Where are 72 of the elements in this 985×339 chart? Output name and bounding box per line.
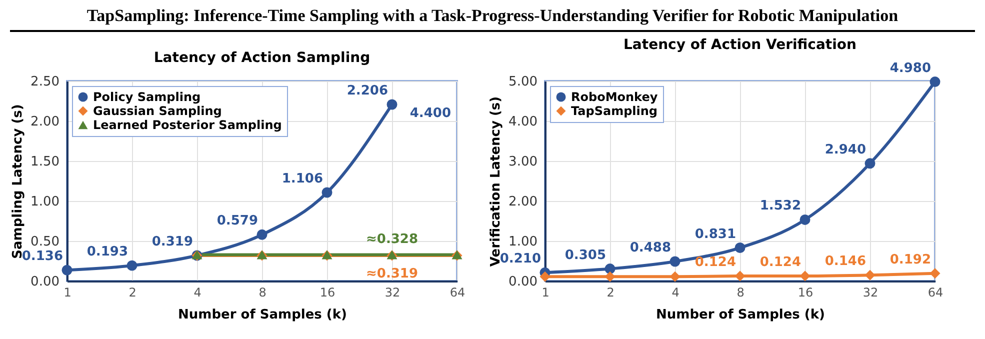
y-tick-label: 2.00: [30, 114, 60, 130]
x-tick-label: 2: [606, 286, 614, 300]
legend-label: Gaussian Sampling: [93, 104, 222, 118]
data-label: 0.146: [824, 254, 866, 270]
x-axis-title: Number of Samples (k): [656, 308, 825, 322]
point: [62, 264, 72, 276]
data-label: 2.206: [346, 84, 388, 99]
data-label: 4.980: [890, 60, 931, 76]
point: [930, 268, 940, 279]
text: TapSampling: Inference-Time Sampling with a Task-Progress-Understanding Verifier for Robotic Manipulation: [86, 6, 898, 25]
point: [540, 271, 550, 282]
point: [670, 256, 680, 267]
point: [386, 99, 398, 110]
point: [864, 158, 876, 169]
point: [800, 214, 810, 225]
x-tick-label: 1: [542, 286, 550, 300]
legend-label: RoboMonkey: [571, 90, 658, 104]
point: [864, 270, 876, 280]
x-tick-label: 64: [450, 286, 466, 300]
y-tick-label: 1.00: [508, 234, 538, 250]
y-tick-label: 4.00: [508, 114, 538, 130]
data-label: 0.831: [694, 226, 736, 242]
data-label: 0.192: [890, 252, 931, 268]
point: [734, 242, 746, 253]
y-tick-label: 5.00: [508, 74, 538, 90]
data-label: 0.124: [694, 255, 736, 270]
x-tick-label: 32: [862, 286, 878, 300]
annotation: 4.400: [410, 106, 451, 121]
data-label: 1.106: [282, 172, 323, 187]
x-tick-label: 4: [194, 286, 202, 300]
x-tick-label: 4: [672, 286, 680, 300]
x-tick-label: 1: [64, 286, 72, 300]
point: [604, 264, 616, 274]
y-tick-label: 0.50: [30, 234, 60, 250]
data-label: 1.532: [760, 198, 801, 214]
legend-label: Policy Sampling: [93, 90, 201, 104]
point: [604, 271, 616, 282]
y-tick-label: 2.00: [508, 194, 538, 210]
y-tick-label: 1.50: [30, 154, 60, 170]
x-tick-label: 64: [928, 286, 944, 300]
x-tick-label: 16: [320, 286, 336, 300]
point: [322, 187, 332, 198]
chart-title: Latency of Action Sampling: [154, 50, 370, 66]
data-label: 0.319: [152, 234, 193, 250]
data-label: 0.193: [86, 244, 128, 260]
annotation: ≈0.319: [366, 266, 418, 282]
y-tick-label: 0.00: [30, 274, 60, 290]
x-tick-label: 8: [736, 286, 744, 300]
point: [670, 271, 680, 282]
annotation: ≈0.328: [366, 232, 418, 247]
legend-label: Learned Posterior Sampling: [93, 118, 282, 132]
x-axis-title: Number of Samples (k): [178, 308, 347, 322]
chart-title: Latency of Action Verification: [624, 36, 856, 53]
legend-label: TapSampling: [571, 104, 658, 118]
data-label: 0.305: [564, 248, 606, 263]
x-tick-label: 8: [258, 286, 266, 300]
x-tick-label: 2: [128, 286, 136, 300]
point: [126, 260, 138, 271]
data-label: 0.488: [630, 240, 671, 256]
y-tick-label: 3.00: [508, 154, 538, 170]
point: [734, 270, 746, 282]
data-label: 0.124: [760, 255, 801, 270]
point: [800, 270, 810, 282]
x-tick-label: 32: [384, 286, 400, 300]
data-label: 0.579: [216, 214, 258, 229]
y-tick-label: 0.00: [508, 274, 538, 290]
point: [930, 76, 940, 88]
x-tick-label: 16: [798, 286, 814, 300]
point: [256, 229, 268, 240]
data-label: 2.940: [824, 142, 866, 158]
y-tick-label: 1.00: [30, 194, 60, 210]
y-tick-label: 2.50: [30, 74, 60, 90]
